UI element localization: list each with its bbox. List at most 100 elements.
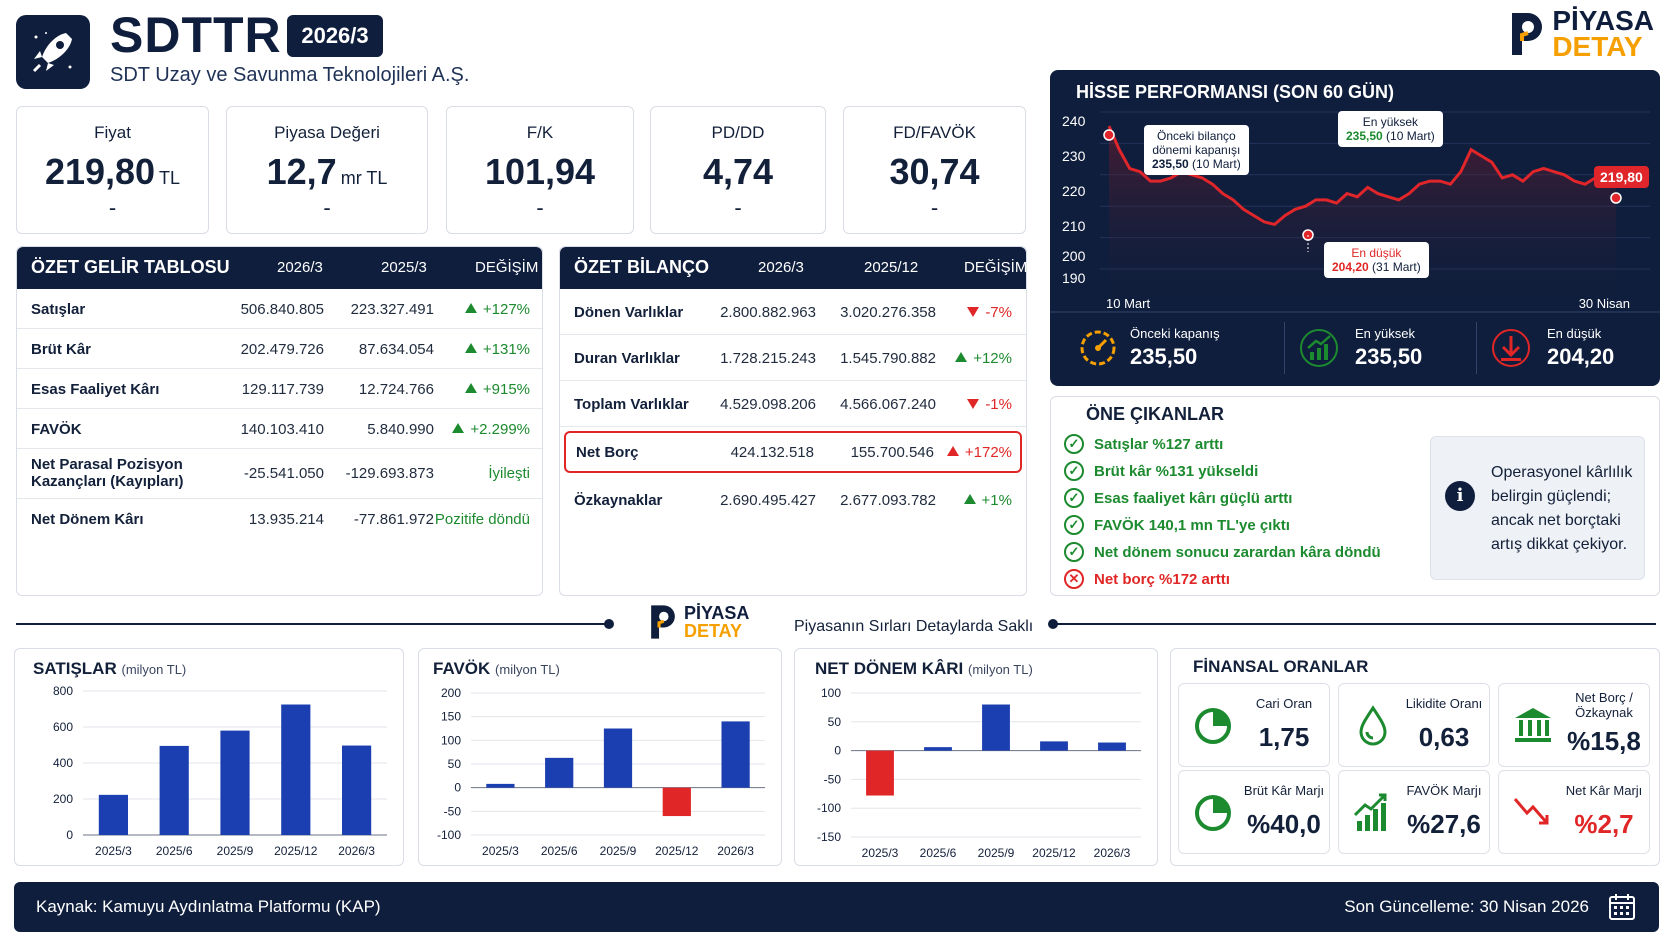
arrow-up-icon [464,343,477,353]
y-tick-label: -150 [817,830,841,844]
sales-bar-chart: 0 200 400 600 800 2025/3 2025/6 2025/9 2025/12 20… [53,684,387,858]
table-row: Net Dönem Kârı 13.935.214 -77.861.972 Po… [17,499,542,539]
y-tick-label: 200 [441,686,461,700]
table-header: ÖZET GELİR TABLOSU 2026/3 2025/3 DEĞİŞİM [17,247,542,289]
y-tick-label: 50 [448,757,462,771]
bar [220,730,250,835]
company-name: SDT Uzay ve Savunma Teknolojileri A.Ş. [110,64,470,86]
table-row: Brüt Kâr 202.479.726 87.634.054 +131% [17,329,542,369]
table-title: ÖZET GELİR TABLOSU [31,257,230,277]
highlight-text: Esas faaliyet kârı güçlü arttı [1094,489,1293,507]
y-tick: 190 [1062,270,1086,286]
change-cell: -1% [967,396,1012,413]
y-tick-label: 800 [53,684,73,698]
kpi-card-ev-ebitda: FD/FAVÖK 30,74 - [843,106,1026,234]
chart-title: FAVÖK (milyon TL) [433,659,560,678]
bar [866,750,894,796]
cell-value: 155.700.546 [850,444,934,461]
cell-value: 13.935.214 [248,511,324,528]
y-tick-label: 100 [821,686,841,700]
arrow-up-icon [963,494,976,504]
cell-value: -25.541.050 [243,465,324,482]
y-tick-label: -50 [444,804,462,818]
stat-value: 235,50 [1355,344,1423,369]
callout-lowest: En düşük 204,20 (31 Mart) [1324,242,1429,278]
highlight-item: ✕ Net borç %172 arttı [1064,569,1230,589]
arrow-up-icon [452,423,465,433]
cell-value: 140.103.410 [240,421,324,438]
table-row: Satışlar 506.840.805 223.327.491 +127% [17,289,542,329]
bar [924,747,952,751]
row-label: Duran Varlıklar [574,350,680,367]
highlight-text: Net borç %172 arttı [1094,570,1230,588]
stat-label: En düşük [1547,326,1602,341]
column-header: 2025/3 [381,259,427,276]
x-axis-start: 10 Mart [1106,296,1151,311]
cell-value: 87.634.054 [358,341,434,358]
calendar-icon [1609,894,1635,920]
divider-brand-logo: PİYASA DETAY [648,602,749,642]
arrow-up-icon [955,352,968,362]
change-cell: Pozitife döndü [434,511,530,528]
y-tick: 240 [1062,113,1086,129]
ratio-label: Net Kâr Marjı [1565,783,1643,798]
info-note-box: i Operasyonel kârlılık belirgin güçlendi… [1430,436,1645,580]
change-cell: +1% [963,492,1012,509]
column-header: 2026/3 [277,259,323,276]
cell-value: 506.840.805 [240,301,324,318]
bar [721,721,750,788]
arrow-down-circle-icon [1492,329,1530,367]
stat-label: Önceki kapanış [1130,326,1220,341]
bar [545,757,574,788]
ratio-label: Likidite Oranı [1405,696,1483,711]
divider-line-left [16,623,610,625]
bar [486,783,515,788]
y-tick: 200 [1062,248,1086,264]
brand-logo: PİYASA DETAY [1508,7,1654,61]
start-point [1103,129,1115,141]
ratio-value: %40,0 [1247,809,1321,839]
column-header: DEĞİŞİM [964,259,1028,276]
y-tick-label: 400 [53,756,73,770]
brand-top-text: PİYASA [684,603,750,623]
change-cell: -7% [967,304,1012,321]
y-tick-label: 50 [828,715,842,729]
kpi-card-pe: F/K 101,94 - [446,106,634,234]
check-circle-icon: ✓ [1064,461,1084,481]
y-tick-label: -100 [817,801,841,815]
y-tick-label: 100 [441,733,461,747]
ratios-title: FİNANSAL ORANLAR [1193,657,1369,676]
cell-value: 1.545.790.882 [840,350,936,367]
kpi-label: FD/FAVÖK [893,123,976,142]
row-label: Dönen Varlıklar [574,304,684,321]
x-tick-label: 2025/6 [920,846,957,860]
stat-highest: En yüksek 235,50 [1284,322,1474,374]
cell-value: 2.677.093.782 [840,492,936,509]
table-row: Esas Faaliyet Kârı 129.117.739 12.724.76… [17,369,542,409]
change-cell: +915% [464,381,530,398]
table-row: Toplam Varlıklar 4.529.098.206 4.566.067… [560,381,1026,427]
x-tick-label: 2026/3 [717,844,754,858]
row-label: Esas Faaliyet Kârı [31,381,160,398]
kpi-value: 219,80 TL [44,151,181,192]
row-label: Net Dönem Kârı [31,511,144,528]
kpi-card-market-cap: Piyasa Değeri 12,7 mr TL - [226,106,428,234]
ebitda-bar-chart: -100 -50 0 50 100 150 200 2025/3 2025/6 2025/9 202… [437,686,765,858]
change-cell: +2.299% [452,421,530,438]
bar [662,787,691,817]
arrow-up-icon [946,446,959,456]
kpi-change: - [930,195,939,220]
table-row: FAVÖK 140.103.410 5.840.990 +2.299% [17,409,542,449]
arrow-down-icon [967,307,980,317]
highlight-item: ✓ FAVÖK 140,1 mn TL'ye çıktı [1064,515,1290,535]
bar [982,704,1010,751]
x-tick-label: 2025/9 [978,846,1015,860]
ratio-card: Likidite Oranı 0,63 [1338,683,1490,767]
ratio-value: %15,8 [1567,726,1641,756]
ratio-card: Cari Oran 1,75 [1178,683,1330,767]
cell-value: 4.566.067.240 [840,396,936,413]
kpi-value: 12,7 mr TL [266,151,388,192]
stock-performance-panel: HİSSE PERFORMANSI (SON 60 GÜN) 240 230 2… [1050,70,1660,386]
row-label: FAVÖK [31,421,82,438]
stat-lowest: En düşük 204,20 [1476,322,1656,374]
